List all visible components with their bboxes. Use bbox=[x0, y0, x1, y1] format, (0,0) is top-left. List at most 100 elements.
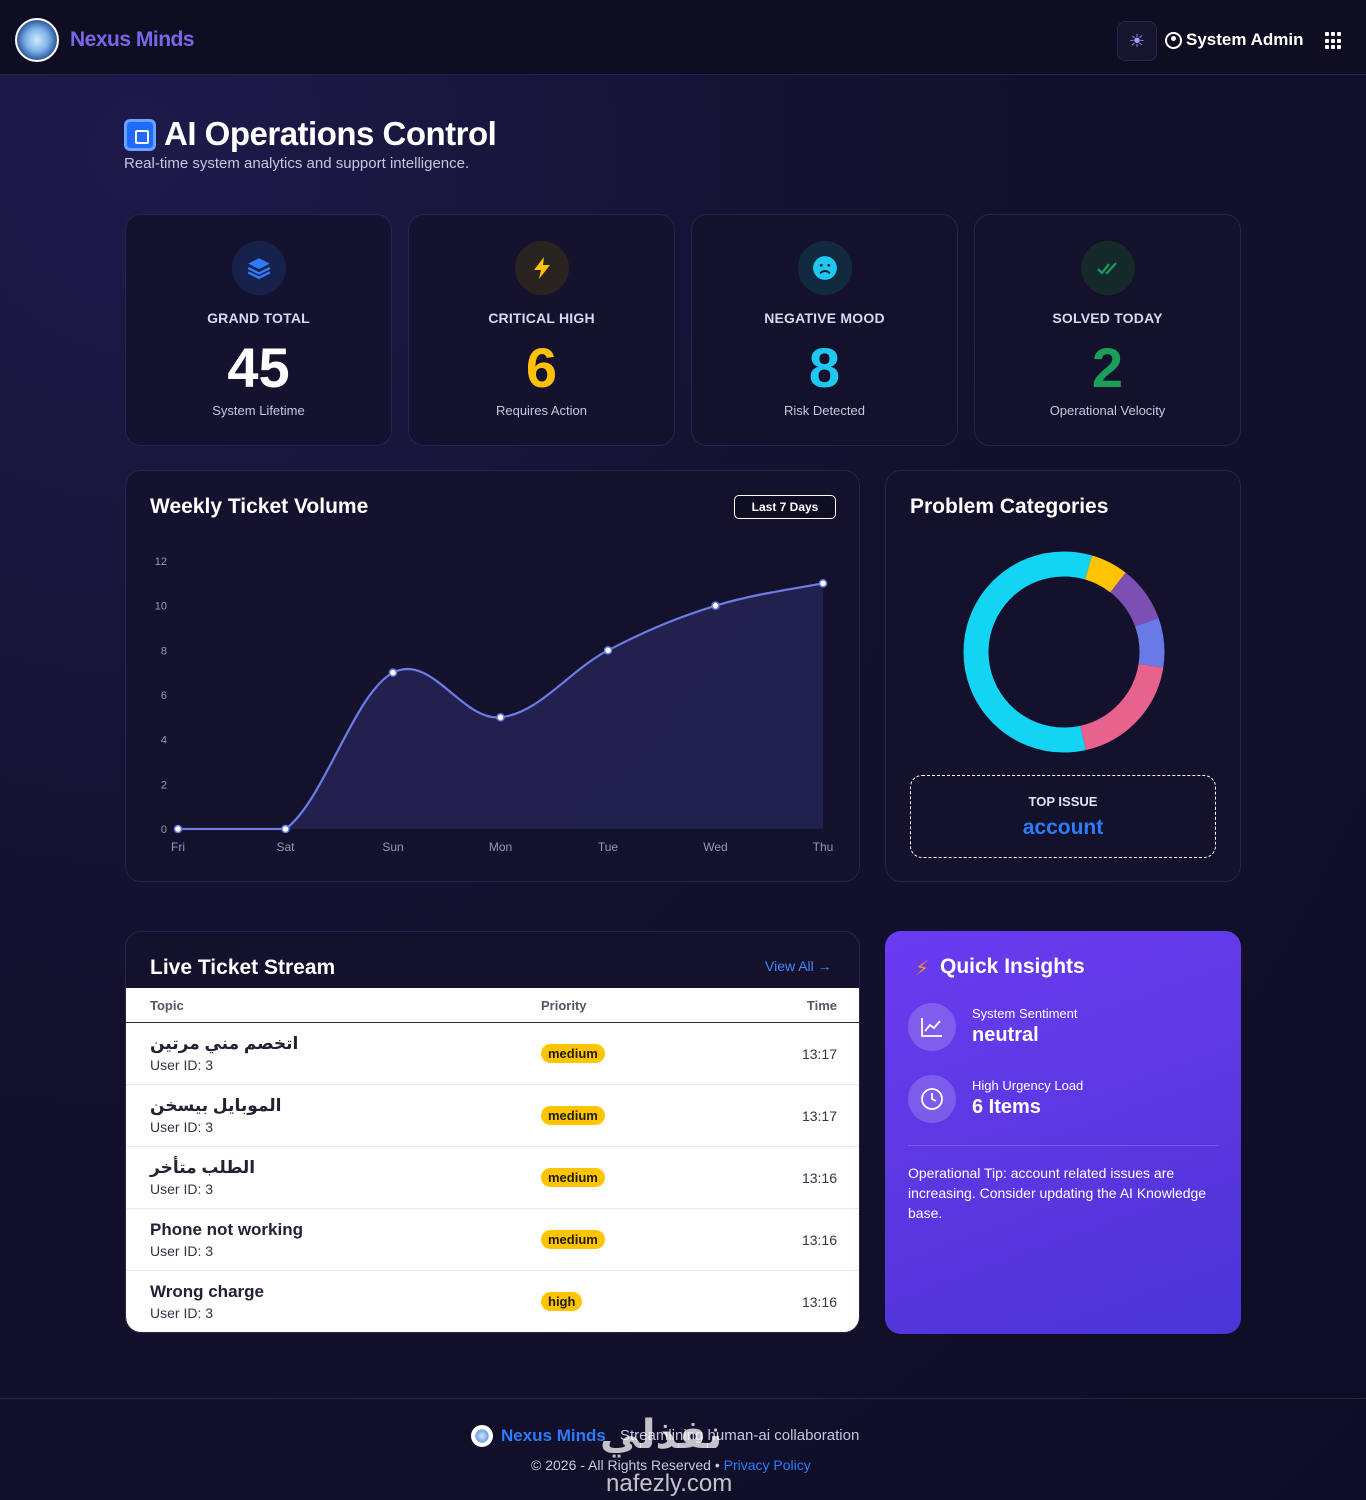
column-header-priority[interactable]: Priority bbox=[541, 998, 587, 1013]
stat-card-grand-total: GRAND TOTAL 45 System Lifetime bbox=[125, 214, 392, 446]
table-row[interactable]: الطلب متأخر User ID: 3 medium 13:16 bbox=[126, 1147, 859, 1209]
priority-badge: medium bbox=[541, 1044, 605, 1063]
view-all-link[interactable]: View All → bbox=[765, 958, 832, 974]
data-point bbox=[388, 668, 398, 677]
ticket-stream-panel: Live Ticket Stream View All → Topic Prio… bbox=[125, 931, 860, 1333]
footer-logo bbox=[471, 1425, 493, 1447]
ticket-time: 13:17 bbox=[801, 1108, 837, 1124]
ticket-user: User ID: 3 bbox=[150, 1243, 214, 1259]
user-menu[interactable]: System Admin bbox=[1165, 30, 1303, 50]
ticket-topic: اتخصم مني مرتين bbox=[150, 1034, 299, 1053]
stat-label: GRAND TOTAL bbox=[207, 310, 310, 326]
data-point bbox=[173, 824, 183, 834]
lightning-icon bbox=[515, 241, 569, 295]
operational-tip: Operational Tip: account related issues … bbox=[908, 1165, 1207, 1221]
urgency-value: 6 Items bbox=[972, 1096, 1041, 1118]
ticket-time: 13:16 bbox=[801, 1294, 837, 1310]
ticket-table: Topic Priority Time اتخصم مني مرتين User… bbox=[126, 988, 859, 1332]
x-tick-label: Tue bbox=[598, 840, 619, 854]
problem-categories-title: Problem Categories bbox=[910, 495, 1109, 518]
top-issue-value: account bbox=[1022, 816, 1104, 839]
page-footer: Nexus Minds Streamlining human-ai collab… bbox=[0, 1398, 1366, 1500]
quick-insights-title: Quick Insights bbox=[940, 955, 1085, 978]
user-circle-icon bbox=[1165, 31, 1182, 49]
top-issue-box: TOP ISSUE account bbox=[910, 775, 1216, 858]
ticket-time: 13:17 bbox=[801, 1046, 837, 1062]
apps-grid-icon[interactable] bbox=[1325, 32, 1343, 50]
ticket-stream-title: Live Ticket Stream bbox=[150, 956, 336, 979]
data-point bbox=[818, 579, 828, 588]
x-tick-label: Fri bbox=[171, 840, 185, 854]
clock-icon bbox=[908, 1075, 956, 1123]
problem-categories-panel: Problem Categories TOP ISSUE account bbox=[885, 470, 1241, 882]
priority-badge: medium bbox=[541, 1230, 605, 1249]
ticket-stream-header: Live Ticket Stream View All → bbox=[126, 932, 859, 988]
quick-insights-panel: ⚡ Quick Insights System Sentiment neutra… bbox=[885, 931, 1241, 1334]
user-name: System Admin bbox=[1186, 30, 1304, 49]
footer-brand[interactable]: Nexus Minds bbox=[501, 1426, 606, 1445]
sun-icon: ☀ bbox=[1128, 30, 1146, 51]
column-header-time[interactable]: Time bbox=[806, 998, 837, 1013]
urgency-label: High Urgency Load bbox=[972, 1078, 1084, 1093]
cpu-chip-icon bbox=[124, 119, 156, 151]
brand-logo[interactable] bbox=[15, 18, 59, 62]
ticket-user: User ID: 3 bbox=[150, 1305, 214, 1321]
categories-donut-chart bbox=[963, 551, 1165, 753]
watermark-latin: nafezly.com bbox=[606, 1470, 733, 1497]
y-tick-label: 0 bbox=[161, 824, 167, 836]
table-row[interactable]: اتخصم مني مرتين User ID: 3 medium 13:17 bbox=[126, 1023, 859, 1085]
watermark-arabic: نفذلي bbox=[600, 1413, 723, 1457]
ticket-time: 13:16 bbox=[801, 1232, 837, 1248]
sentiment-value: neutral bbox=[972, 1024, 1039, 1046]
data-point bbox=[603, 646, 613, 655]
ticket-user: User ID: 3 bbox=[150, 1057, 214, 1073]
brand-name[interactable]: Nexus Minds bbox=[70, 28, 195, 51]
sentiment-label: System Sentiment bbox=[972, 1006, 1078, 1021]
stat-card-solved-today: SOLVED TODAY 2 Operational Velocity bbox=[974, 214, 1241, 446]
y-tick-label: 10 bbox=[155, 601, 167, 613]
donut-slice[interactable] bbox=[963, 551, 1165, 753]
trend-chart-icon bbox=[908, 1003, 956, 1051]
weekly-volume-title: Weekly Ticket Volume bbox=[150, 495, 369, 518]
page-title: AI Operations Control bbox=[164, 115, 497, 152]
priority-badge: medium bbox=[541, 1168, 605, 1187]
table-row[interactable]: Wrong charge User ID: 3 high 13:16 bbox=[126, 1271, 859, 1332]
stat-label: SOLVED TODAY bbox=[1052, 310, 1163, 326]
stat-value: 8 bbox=[808, 336, 841, 399]
page-subtitle: Real-time system analytics and support i… bbox=[124, 155, 470, 172]
table-row[interactable]: الموبايل بيسخن User ID: 3 medium 13:17 bbox=[126, 1085, 859, 1147]
y-tick-label: 4 bbox=[161, 735, 167, 747]
x-tick-label: Thu bbox=[813, 840, 834, 854]
y-tick-label: 6 bbox=[161, 690, 167, 702]
footer-copyright: © 2026 - All Rights Reserved • Privacy P… bbox=[531, 1457, 811, 1473]
copyright-text: © 2026 - All Rights Reserved • bbox=[531, 1457, 724, 1473]
theme-toggle-button[interactable]: ☀ bbox=[1117, 21, 1157, 61]
stat-card-negative-mood: NEGATIVE MOOD 8 Risk Detected bbox=[691, 214, 958, 446]
top-issue-label: TOP ISSUE bbox=[1028, 794, 1098, 809]
column-header-topic[interactable]: Topic bbox=[150, 998, 184, 1013]
priority-badge: medium bbox=[541, 1106, 605, 1125]
data-point bbox=[496, 713, 505, 722]
privacy-policy-link[interactable]: Privacy Policy bbox=[723, 1457, 811, 1473]
weekly-volume-panel: Weekly Ticket Volume Last 7 Days 0 2 4 6 8 10… bbox=[125, 470, 860, 882]
stat-value: 45 bbox=[227, 336, 290, 399]
data-point bbox=[281, 824, 290, 834]
insights-divider bbox=[908, 1145, 1218, 1146]
stat-value: 6 bbox=[525, 336, 558, 399]
table-row[interactable]: Phone not working User ID: 3 medium 13:1… bbox=[126, 1209, 859, 1271]
area-fill bbox=[178, 583, 823, 829]
double-check-icon bbox=[1081, 241, 1135, 295]
stat-caption: Requires Action bbox=[495, 403, 588, 418]
ticket-user: User ID: 3 bbox=[150, 1119, 214, 1135]
ticket-topic: Wrong charge bbox=[150, 1282, 264, 1301]
range-badge[interactable]: Last 7 Days bbox=[734, 495, 836, 519]
donut-slice[interactable] bbox=[963, 551, 1165, 753]
x-tick-label: Sun bbox=[382, 840, 403, 854]
x-tick-label: Sat bbox=[276, 840, 295, 854]
stat-value: 2 bbox=[1091, 336, 1124, 399]
data-point bbox=[711, 601, 720, 610]
stat-card-critical-high: CRITICAL HIGH 6 Requires Action bbox=[408, 214, 675, 446]
layers-icon bbox=[232, 241, 286, 295]
stat-caption: System Lifetime bbox=[212, 403, 305, 418]
top-navbar: Nexus Minds ☀ System Admin bbox=[0, 0, 1366, 75]
